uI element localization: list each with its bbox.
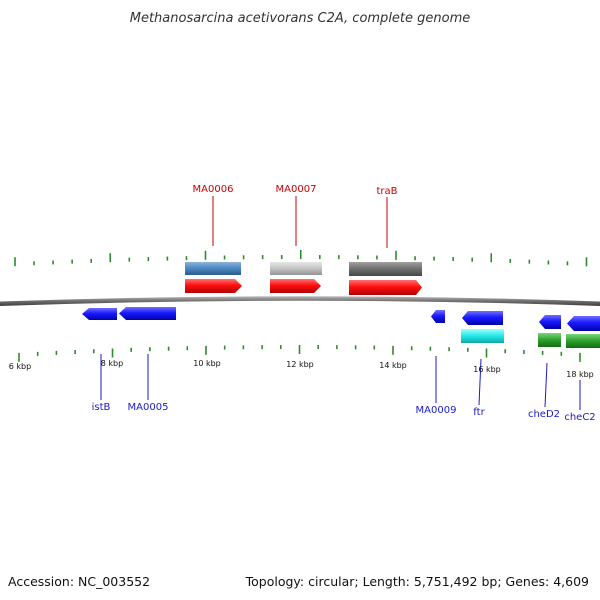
feature-steelblue [185,262,241,275]
gene-arrow-traB[interactable] [349,280,422,295]
forward-labels: MA0006 MA0007 traB [193,184,398,248]
gene-arrow-MA0005[interactable] [119,307,176,320]
tick-label: 16 kbp [473,365,501,374]
gene-label-ftr[interactable]: ftr [473,407,485,418]
accession-text: Accession: NC_003552 [8,574,150,589]
gene-arrow-MA0009[interactable] [431,310,445,323]
gene-arrow-cheC2[interactable] [567,316,600,331]
leader-line-cheD2 [544,362,548,408]
gene-label-traB[interactable]: traB [376,186,397,197]
tick-label: 18 kbp [566,370,594,379]
feature-green-cheC2 [566,334,600,348]
tick-label: 12 kbp [286,360,314,369]
tick-label: 8 kbp [101,359,123,368]
feature-darkgray [349,262,422,276]
genome-backbone [0,296,600,306]
axis-labels: 6 kbp 8 kbp 10 kbp 12 kbp 14 kbp 16 kbp … [9,359,594,379]
tick-label: 10 kbp [193,359,221,368]
gene-label-cheC2[interactable]: cheC2 [564,412,595,423]
tick-label: 14 kbp [379,361,407,370]
gene-label-MA0009[interactable]: MA0009 [416,405,457,416]
gene-label-MA0006[interactable]: MA0006 [193,184,234,195]
leader-line-ftr [478,358,482,406]
forward-features [185,262,422,295]
gene-label-istB[interactable]: istB [92,402,111,413]
gene-arrow-ftr[interactable] [462,311,503,325]
genome-summary-text: Topology: circular; Length: 5,751,492 bp… [245,574,589,589]
feature-green-cheD2 [538,333,561,347]
gene-label-MA0005[interactable]: MA0005 [128,402,169,413]
gene-label-cheD2[interactable]: cheD2 [528,409,560,420]
gene-label-MA0007[interactable]: MA0007 [276,184,317,195]
gene-arrow-cheD2[interactable] [539,315,561,329]
reverse-features [82,307,600,348]
feature-cyan [461,329,504,343]
tick-marks [14,250,588,362]
gene-arrow-MA0006[interactable] [185,279,242,293]
feature-lightgray [270,262,322,275]
tick-label: 6 kbp [9,362,31,371]
reverse-labels: istB MA0005 MA0009 ftr cheD2 cheC2 [92,354,596,423]
gene-arrow-istB[interactable] [82,308,117,320]
gene-arrow-MA0007[interactable] [270,279,321,293]
map-title: Methanosarcina acetivorans C2A, complete… [130,11,471,26]
